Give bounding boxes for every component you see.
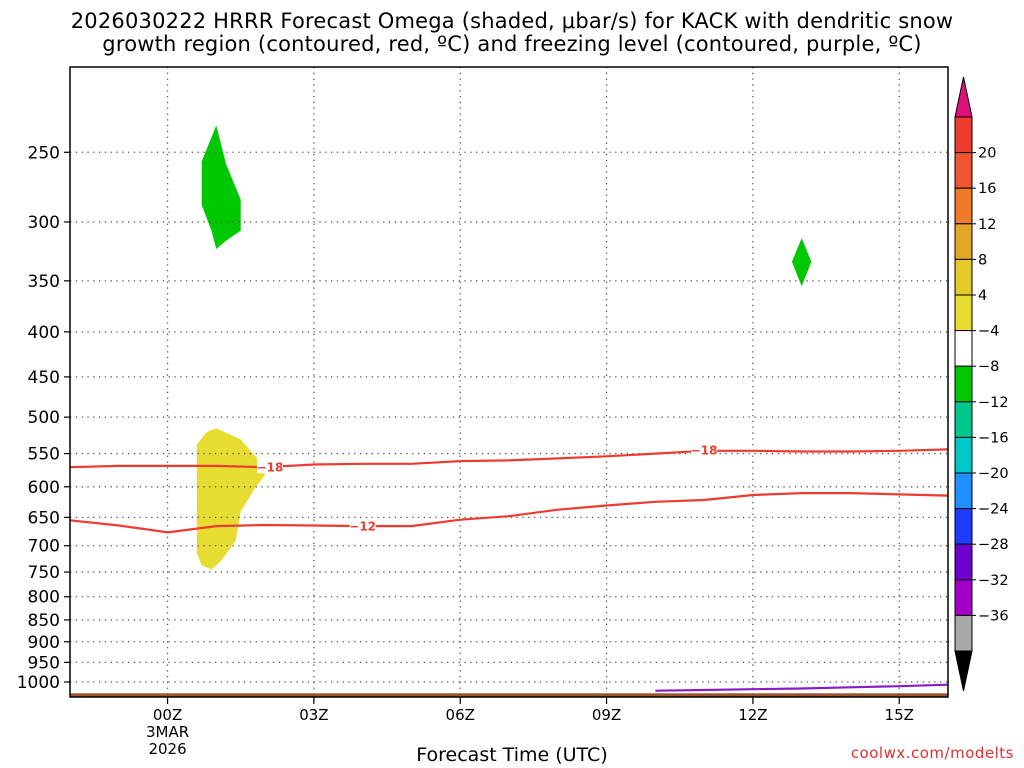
colorbar-label: −20 [978, 466, 1009, 482]
colorbar-swatch [954, 508, 973, 545]
x-tick-label: 06Z [446, 706, 475, 724]
colorbar-bottom-arrow [954, 650, 973, 692]
colorbar-label: −16 [978, 430, 1009, 446]
colorbar-swatch [954, 258, 973, 296]
colorbar-swatch [954, 223, 973, 260]
y-tick-label: 850 [28, 611, 60, 631]
contour-label-bg [256, 459, 283, 474]
colorbar-top-arrow [954, 76, 973, 118]
shaded-region-omega-neg8-upper-left [201, 125, 241, 249]
y-tick-label: 950 [28, 653, 60, 673]
ground-surface [70, 693, 948, 697]
x-axis-title: Forecast Time (UTC) [416, 744, 608, 766]
y-tick-label: 250 [28, 143, 60, 163]
x-tick-label: 09Z [592, 706, 621, 724]
colorbar-label: −28 [978, 537, 1009, 553]
y-tick-label: 500 [28, 408, 60, 428]
colorbar-swatch [954, 543, 973, 581]
contour-freezing-level [655, 683, 949, 692]
y-tick-label: 450 [28, 368, 60, 388]
contour-label-bg [691, 442, 718, 457]
colorbar-swatch [954, 436, 973, 474]
colorbar-swatch [954, 401, 973, 438]
colorbar-label: 4 [978, 288, 987, 304]
contour--12 [69, 492, 949, 534]
y-tick-label: 800 [28, 588, 60, 608]
colorbar-swatch [954, 579, 973, 616]
colorbar-swatch [954, 365, 973, 403]
colorbar-label: −8 [978, 359, 999, 375]
colorbar-label: −36 [978, 608, 1009, 624]
shaded-region-omega-neg8-right [791, 238, 812, 287]
credit-link[interactable]: coolwx.com/modelts [850, 744, 1014, 762]
y-tick-label: 300 [28, 213, 60, 233]
colorbar-label: −4 [978, 324, 999, 340]
y-tick-label: 650 [28, 508, 60, 528]
y-tick-label: 550 [28, 445, 60, 465]
colorbar-label: −12 [978, 395, 1009, 411]
contour-label-bg [349, 518, 376, 533]
colorbar-swatch [954, 472, 973, 510]
colorbar-label: −32 [978, 573, 1009, 589]
y-tick-label: 750 [28, 563, 60, 583]
contour-label--18: −18 [257, 461, 284, 475]
colorbar-swatch [954, 187, 973, 225]
y-tick-label: 900 [28, 633, 60, 653]
x-tick-label: 15Z [885, 706, 914, 724]
shaded-region-omega-4-lower-left [196, 428, 266, 570]
y-tick-label: 600 [28, 478, 60, 498]
colorbar-swatch [954, 152, 973, 189]
colorbar-label: −24 [978, 502, 1009, 518]
chart-title-line-1: 2026030222 HRRR Forecast Omega (shaded, … [70, 9, 954, 33]
x-tick-label: 03Z [299, 706, 328, 724]
x-tick-sublabel: 2026 [148, 740, 186, 758]
y-tick-label: 700 [28, 537, 60, 557]
colorbar-label: 12 [978, 217, 996, 233]
contour--18 [69, 448, 949, 469]
colorbar-swatch [954, 116, 973, 154]
colorbar-swatch [954, 614, 973, 652]
contour-label--18: −18 [691, 444, 718, 458]
x-tick-label: 12Z [738, 706, 767, 724]
colorbar-swatch [954, 294, 973, 332]
colorbar-label: 8 [978, 252, 987, 268]
y-tick-label: 1000 [17, 673, 60, 693]
y-tick-label: 350 [28, 272, 60, 292]
x-tick-label: 00Z [153, 706, 182, 724]
colorbar-swatch [954, 330, 973, 367]
plot-frame [69, 66, 949, 698]
chart-title-line-2: growth region (contoured, red, ºC) and f… [102, 32, 922, 56]
contour-label--12: −12 [349, 520, 376, 534]
x-tick-sublabel: 3MAR [146, 723, 189, 741]
y-tick-label: 400 [28, 323, 60, 343]
colorbar-label: 20 [978, 146, 996, 162]
colorbar-label: 16 [978, 181, 996, 197]
